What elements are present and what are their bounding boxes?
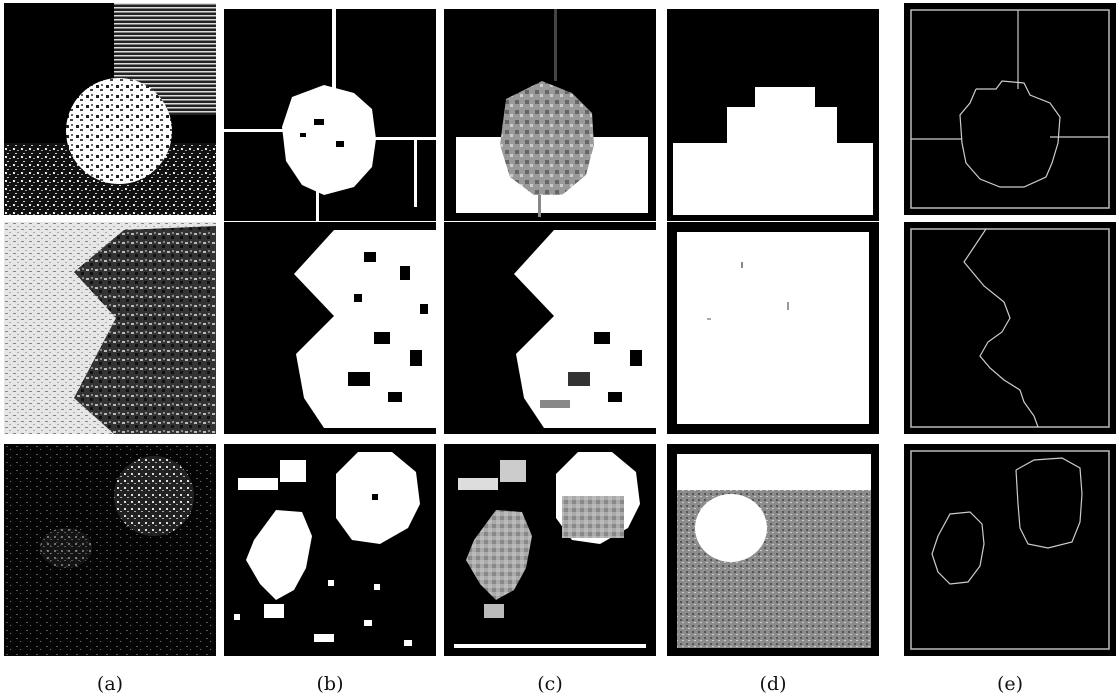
panel-r2-c (444, 222, 656, 434)
panel-r2-e (904, 222, 1116, 434)
panel-r1-a (4, 3, 216, 215)
caption-d: (d) (759, 673, 787, 695)
panel-r2-b (224, 222, 436, 434)
panel-r1-c (444, 9, 656, 221)
panel-r1-b (224, 9, 436, 221)
boundary-map (904, 222, 1116, 434)
texture-image (4, 3, 216, 215)
gray-segmentation (444, 444, 656, 656)
panel-r2-a (4, 222, 216, 434)
region-map (667, 9, 879, 221)
texture-image (4, 222, 216, 434)
region-map (667, 222, 879, 434)
caption-e: (e) (996, 673, 1024, 695)
region-map (667, 444, 879, 656)
caption-b: (b) (316, 673, 344, 695)
gray-segmentation (444, 222, 656, 434)
panel-r3-d (667, 444, 879, 656)
gray-segmentation (444, 9, 656, 221)
panel-r2-d (667, 222, 879, 434)
panel-r3-b (224, 444, 436, 656)
binary-segmentation (224, 222, 436, 434)
panel-r3-c (444, 444, 656, 656)
caption-c: (c) (537, 673, 563, 695)
panel-r3-a (4, 444, 216, 656)
panel-r1-e (904, 3, 1116, 215)
binary-segmentation (224, 9, 436, 221)
boundary-map (904, 3, 1116, 215)
caption-a: (a) (96, 673, 124, 695)
texture-image (4, 444, 216, 656)
panel-r3-e (904, 444, 1116, 656)
binary-segmentation (224, 444, 436, 656)
boundary-map (904, 444, 1116, 656)
panel-r1-d (667, 9, 879, 221)
